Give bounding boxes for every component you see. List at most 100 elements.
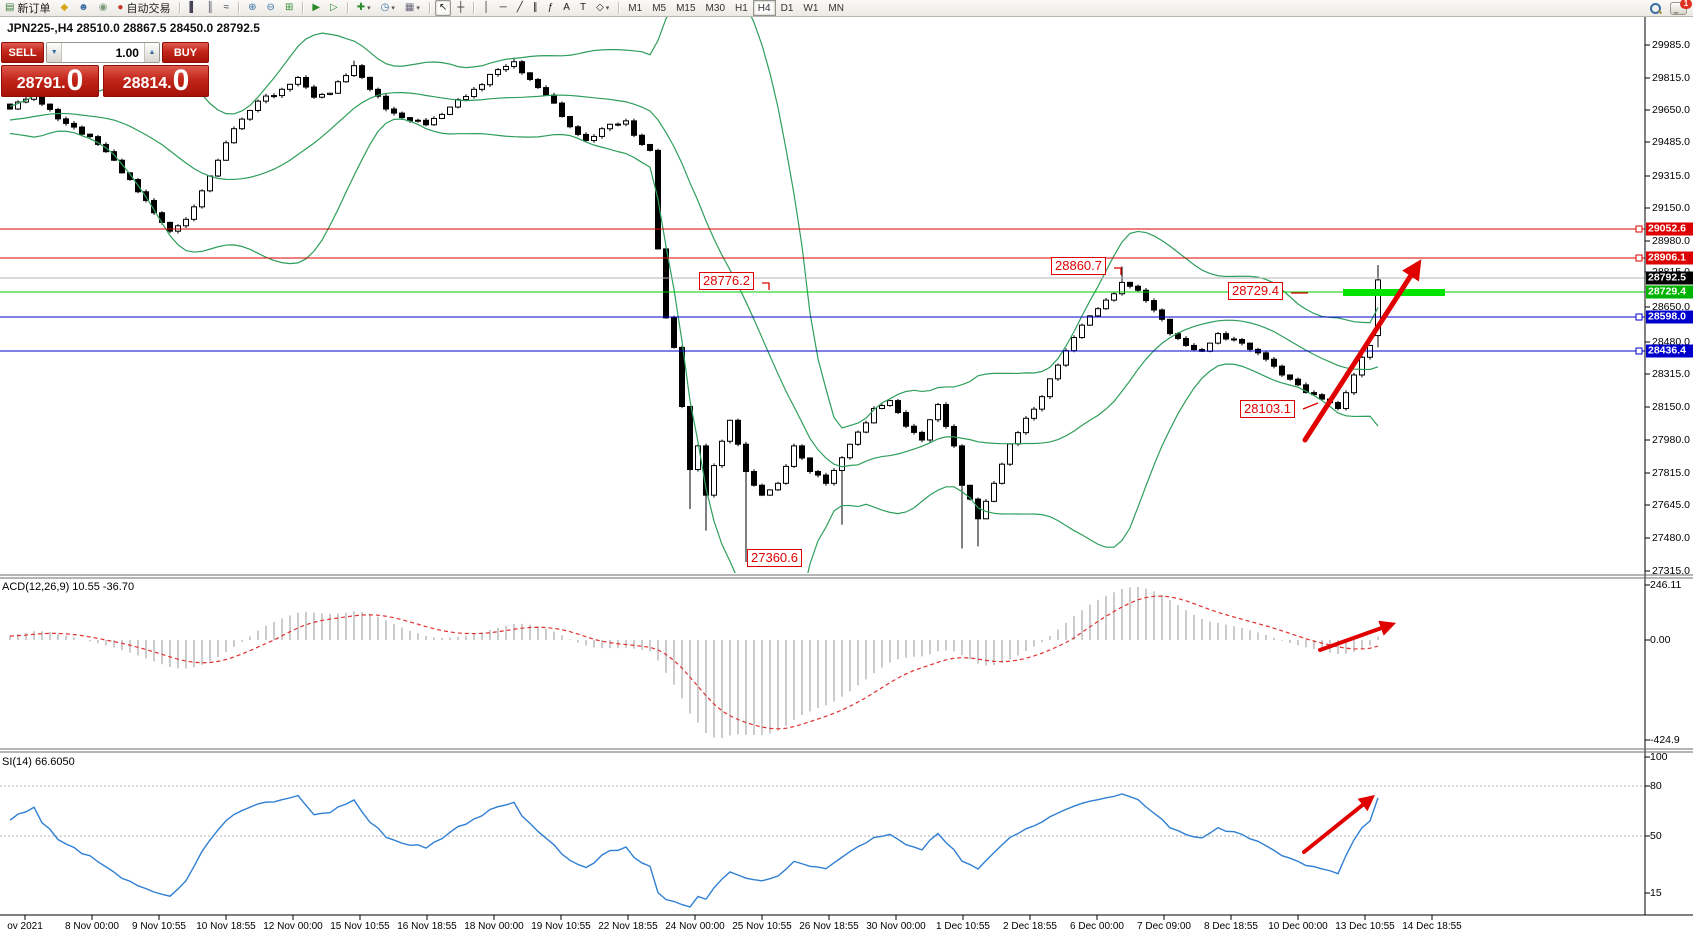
price-axis-tick: 29150.0 [1652, 202, 1690, 214]
zoom-in-icon: ⊕ [248, 2, 257, 13]
buy-price-button[interactable]: 28814. 0 [103, 65, 209, 97]
rsi-axis-tick: 80 [1650, 780, 1662, 792]
price-axis-tick: 29315.0 [1652, 170, 1690, 182]
time-axis-label: 9 Nov 10:55 [132, 921, 186, 932]
volume-input[interactable] [62, 43, 144, 62]
chart-price-label[interactable]: 28860.7 [1051, 257, 1106, 275]
price-axis-tick: 28980.0 [1652, 235, 1690, 247]
timeframe-h4-button[interactable]: H4 [752, 0, 776, 16]
price-axis-tick: 27315.0 [1652, 565, 1690, 577]
time-axis-label: 13 Dec 10:55 [1335, 921, 1395, 932]
vertical-line-button[interactable]: │ [479, 0, 493, 16]
trendline-button[interactable]: ╱ [513, 0, 527, 16]
timeframe-h1-button[interactable]: H1 [735, 2, 748, 14]
rsi-series [0, 785, 1645, 908]
volume-increase-button[interactable]: ▲ [143, 43, 159, 62]
zoom-in-button[interactable]: ⊕ [244, 0, 260, 16]
label-button[interactable]: T [576, 0, 590, 16]
bar-chart-button[interactable]: ║ [203, 0, 218, 16]
time-axis-label: 10 Nov 18:55 [196, 921, 256, 932]
sell-button[interactable]: SELL [1, 42, 45, 63]
price-axis-tick: 28650.0 [1652, 301, 1690, 313]
trend-arrow[interactable] [1302, 794, 1375, 854]
tick-chart-button[interactable]: ▌ [185, 0, 200, 16]
text-button[interactable]: A [559, 0, 574, 16]
timeframe-m5-button[interactable]: M5 [652, 2, 667, 14]
timeframe-w1-button[interactable]: W1 [803, 2, 819, 14]
chart-objects [747, 259, 1445, 854]
chevron-down-icon: ▾ [367, 5, 371, 12]
volume-stepper: ▼ ▲ [46, 42, 160, 63]
chart-price-label[interactable]: 27360.6 [747, 549, 802, 567]
new-order-button[interactable]: ▤ 新订单 [1, 0, 54, 16]
horizontal-level-lines [0, 225, 1645, 355]
price-axis-tick: 27480.0 [1652, 532, 1690, 544]
zoom-out-button[interactable]: ⊖ [263, 0, 279, 16]
template-button[interactable]: ▦ ▾ [401, 0, 424, 16]
channel-button[interactable]: ∥ [529, 0, 542, 16]
arrows-tool-icon: ◇ [596, 2, 604, 13]
trend-arrow[interactable] [1318, 620, 1397, 652]
buy-button[interactable]: BUY [161, 42, 210, 63]
tile-windows-button[interactable]: ⊞ [281, 0, 297, 16]
toolbar-separator [473, 2, 475, 14]
arrows-tool-button[interactable]: ◇ ▾ [592, 0, 613, 16]
time-axis-label: 10 Dec 00:00 [1268, 921, 1328, 932]
time-axis-label: 2 Dec 18:55 [1003, 921, 1057, 932]
price-axis-tick: 29650.0 [1652, 104, 1690, 116]
crosshair-button[interactable]: ┼ [453, 0, 468, 16]
rsi-panel-area[interactable] [0, 753, 1645, 915]
chart-price-label[interactable]: 28103.1 [1240, 400, 1295, 418]
timeframe-m30-button[interactable]: M30 [705, 2, 725, 14]
green-highlight-bar[interactable] [1343, 289, 1445, 296]
new-order-icon: ▤ [5, 2, 15, 13]
timeframe-m15-button[interactable]: M15 [676, 2, 696, 14]
add-indicator-button[interactable]: ✚ ▾ [353, 0, 375, 16]
bar-chart-icon: ║ [206, 2, 214, 13]
label-icon: T [579, 2, 587, 13]
horizontal-line-icon: ─ [499, 2, 507, 13]
sell-price-button[interactable]: 28791. 0 [1, 65, 99, 97]
fibonacci-button[interactable]: ƒ [544, 0, 558, 16]
signal-button[interactable]: ◉ [95, 0, 112, 16]
macd-panel-area[interactable] [0, 579, 1645, 748]
chevron-down-icon: ▾ [605, 5, 610, 12]
buy-price-main: 28814. [122, 75, 172, 92]
timeframe-d1-button[interactable]: D1 [780, 2, 794, 14]
chart-price-label[interactable]: 28776.2 [699, 272, 754, 290]
macd-axis-tick: 246.11 [1650, 579, 1682, 591]
time-axis-label: 26 Nov 18:55 [799, 921, 859, 932]
chart-price-label[interactable]: 28729.4 [1228, 282, 1283, 300]
cursor-button[interactable]: ↖ [434, 0, 452, 16]
search-icon[interactable] [1649, 2, 1661, 14]
time-axis-label: 8 Dec 18:55 [1204, 921, 1258, 932]
trend-arrow[interactable] [1302, 259, 1422, 443]
toolbar-separator [238, 2, 240, 14]
toolbar-separator [618, 2, 620, 14]
periods-button[interactable]: ◷ ▾ [377, 0, 399, 16]
price-axis-tick: 29815.0 [1652, 72, 1690, 84]
timeframe-mn-button[interactable]: MN [828, 2, 844, 14]
volume-decrease-button[interactable]: ▼ [47, 43, 63, 62]
autotrade-button[interactable]: ● 自动交易 [113, 0, 174, 16]
zoom-out-icon: ⊖ [266, 2, 275, 13]
rsi-axis-tick: 50 [1650, 830, 1662, 842]
line-chart-button[interactable]: ≈ [220, 0, 234, 16]
sell-price-main: 28791. [16, 75, 66, 92]
vertical-line-icon: │ [483, 2, 490, 13]
price-axis-tick: 27645.0 [1652, 499, 1690, 511]
price-badge: 28792.5 [1646, 271, 1693, 285]
timeframe-m1-button[interactable]: M1 [628, 2, 643, 14]
chat-icon[interactable]: 1 [1670, 0, 1692, 15]
autotrade-button-label: 自动交易 [126, 3, 171, 15]
auto-scroll-button[interactable]: ▶ [308, 0, 324, 16]
add-indicator-icon: ✚ [356, 2, 366, 13]
horizontal-line-button[interactable]: ─ [496, 0, 511, 16]
chart-shift-button[interactable]: ▷ [326, 0, 342, 16]
time-axis-label: 7 Dec 09:00 [1137, 921, 1191, 932]
price-axis-tick: 28315.0 [1652, 368, 1690, 380]
profile-button[interactable]: ☻ [74, 0, 93, 16]
styler-button[interactable]: ◆ [56, 0, 72, 16]
time-axis-label: 19 Nov 10:55 [531, 921, 591, 932]
